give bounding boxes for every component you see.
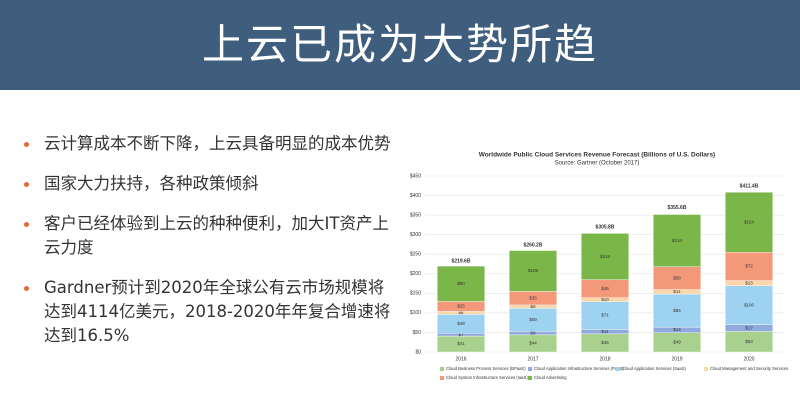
- y-tick-label: $400: [410, 193, 421, 199]
- x-tick-label: 2016: [455, 356, 466, 362]
- y-tick-label: $450: [410, 173, 421, 179]
- value-label: $48: [457, 321, 465, 326]
- bar-segment: [509, 250, 557, 292]
- legend-label: Cloud Application Infrastructure Service…: [534, 366, 624, 371]
- bullet: Gardner预计到2020年全球公有云市场规模将达到4114亿美元，2018-…: [20, 276, 395, 348]
- value-label: $25: [457, 304, 465, 309]
- value-label: $134: [672, 238, 683, 243]
- value-label: $35: [529, 295, 537, 300]
- slide-title: 上云已成为大势所趋: [201, 20, 598, 69]
- legend-swatch: [440, 376, 444, 380]
- value-label: $59: [529, 317, 537, 322]
- legend-swatch: [528, 367, 532, 371]
- legend-swatch: [528, 376, 532, 380]
- legend-swatch: [440, 367, 444, 371]
- bar-segment: [725, 285, 773, 325]
- y-tick-label: $50: [413, 330, 422, 336]
- y-tick-label: $350: [410, 212, 421, 218]
- y-tick-label: $0: [415, 349, 421, 355]
- bullet: 国家大力扶持，各种政策倾斜: [20, 172, 395, 196]
- legend-label: Cloud Advertising: [534, 375, 567, 380]
- legend-label: Cloud System Infrastructure Services (Ia…: [446, 375, 528, 380]
- value-label: $7: [458, 332, 464, 337]
- value-label: $9: [530, 330, 536, 335]
- legend-label: Cloud Management and Security Services: [710, 366, 788, 371]
- value-label: $85: [673, 308, 681, 313]
- bar-segment: [653, 214, 701, 267]
- bar-segment: [725, 252, 773, 281]
- legend-label: Cloud Business Process Services (BPaaS): [446, 366, 526, 371]
- chart-title: Worldwide Public Cloud Services Revenue …: [479, 152, 715, 159]
- total-label: $355.6B: [668, 205, 687, 211]
- bar-segment: [725, 192, 773, 253]
- y-tick-label: $200: [410, 271, 421, 277]
- value-label: $119: [600, 254, 610, 259]
- bar-segment: [581, 233, 629, 280]
- value-label: $13: [745, 280, 753, 285]
- x-tick-label: 2019: [671, 356, 682, 362]
- total-label: $219.6B: [452, 258, 471, 264]
- total-label: $260.2B: [524, 243, 543, 249]
- value-label: $154: [744, 219, 755, 224]
- bullet: 客户已经体验到上云的种种便利，加大IT资产上云力度: [20, 212, 395, 260]
- value-label: $46: [601, 286, 609, 291]
- value-label: $58: [673, 275, 681, 280]
- y-tick-label: $250: [410, 252, 421, 258]
- value-label: $49: [673, 340, 681, 345]
- value-label: $44: [529, 341, 537, 346]
- value-label: $46: [601, 340, 609, 345]
- x-tick-label: 2017: [527, 356, 538, 362]
- value-label: $71: [601, 313, 609, 318]
- value-label: $14: [673, 327, 681, 332]
- value-label: $105: [528, 268, 539, 273]
- value-label: $90: [457, 281, 465, 286]
- bar-segment: [581, 301, 629, 330]
- value-label: $100: [744, 302, 755, 307]
- value-label: $53: [745, 339, 753, 344]
- y-tick-label: $150: [410, 291, 421, 297]
- bullet: 云计算成本不断下降，上云具备明显的成本优势: [20, 132, 395, 156]
- bar-segment: [653, 293, 701, 328]
- value-label: $8: [458, 310, 464, 315]
- value-label: $11: [601, 329, 609, 334]
- x-tick-label: 2018: [599, 356, 610, 362]
- y-tick-label: $100: [410, 310, 421, 316]
- value-label: $10: [601, 297, 609, 302]
- value-label: $17: [745, 325, 753, 330]
- value-label: $72: [745, 264, 753, 269]
- total-label: $305.8B: [596, 225, 615, 231]
- chart-subtitle: Source: Gartner (October 2017): [555, 161, 640, 167]
- value-label: $9: [530, 304, 536, 309]
- header-band: [0, 0, 800, 90]
- legend-swatch: [616, 367, 620, 371]
- y-tick-label: $300: [410, 232, 421, 238]
- value-label: $41: [457, 341, 465, 346]
- x-tick-label: 2020: [743, 356, 754, 362]
- bar-segment: [437, 265, 485, 302]
- legend-swatch: [704, 367, 708, 371]
- value-label: $11: [673, 289, 681, 294]
- total-label: $411.4B: [740, 183, 759, 189]
- legend-label: Cloud Application Services (SaaS): [622, 366, 686, 371]
- bullet-list: 云计算成本不断下降，上云具备明显的成本优势 国家大力扶持，各种政策倾斜 客户已经…: [20, 132, 395, 364]
